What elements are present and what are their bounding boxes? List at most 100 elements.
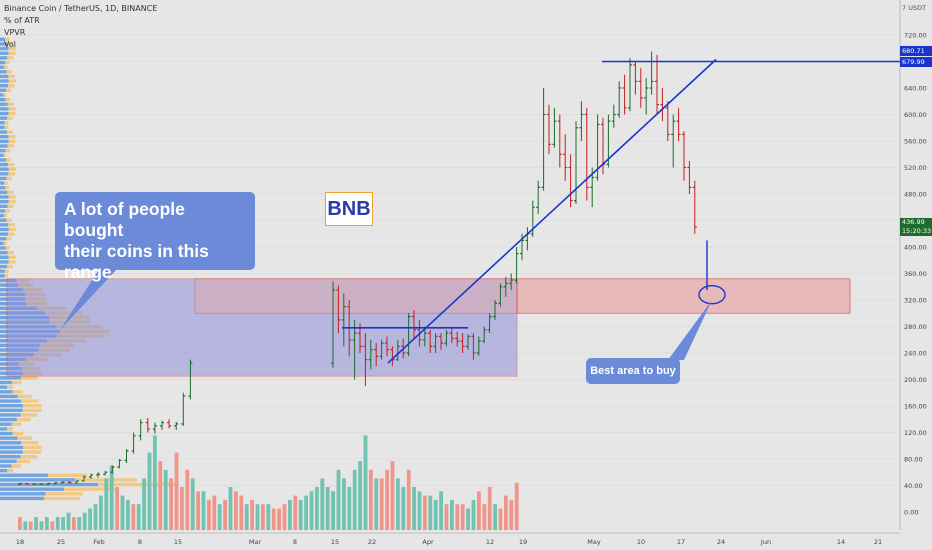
volume-bar: [180, 487, 184, 530]
vpvr-bar: [0, 274, 5, 278]
vpvr-bar: [0, 473, 48, 477]
vpvr-bar: [0, 422, 12, 426]
drawn-lines: [342, 58, 900, 364]
price-axis[interactable]: 0.00 40.00 80.00 120.00 160.00 200.00 240.00 28…: [899, 0, 927, 530]
indicator-vol[interactable]: Vol: [4, 40, 16, 49]
callout-best-area: Best area to buy: [586, 358, 680, 384]
x-tick-label: 17: [677, 538, 685, 546]
vpvr-bar: [7, 42, 14, 46]
vpvr-bar: [0, 144, 8, 148]
volume-bar: [250, 499, 254, 530]
volume-bar: [309, 491, 314, 530]
target-circle: [698, 285, 726, 305]
current-price-tag: 436.99: [900, 218, 932, 227]
x-tick-label: 8: [138, 538, 142, 546]
vpvr-bar: [7, 250, 14, 255]
volume-bar: [190, 478, 195, 530]
vpvr-bar: [11, 380, 22, 385]
volume-bar: [385, 469, 389, 530]
vpvr-bar: [0, 186, 6, 190]
vpvr-bar: [3, 93, 7, 97]
volume-bar: [66, 512, 71, 530]
volume-bar: [460, 504, 465, 530]
vpvr-bar: [0, 223, 9, 227]
vpvr-bar: [16, 459, 31, 464]
vpvr-bar: [0, 139, 9, 144]
volume-bar: [255, 504, 260, 530]
vpvr-bar: [0, 246, 6, 250]
vpvr-bar: [20, 413, 38, 417]
volume-bar: [174, 452, 179, 530]
vpvr-bar: [7, 56, 14, 60]
vpvr-bar: [8, 111, 16, 116]
vpvr-bar: [6, 218, 12, 222]
x-tick-label: 22: [368, 538, 376, 546]
volume-bar: [412, 487, 416, 530]
vpvr-bar: [0, 209, 6, 213]
vpvr-bar: [0, 107, 9, 111]
volume-bar: [104, 478, 109, 530]
vpvr-bar: [8, 232, 15, 236]
vpvr-bar: [0, 380, 12, 385]
volume-bar: [428, 495, 433, 530]
vpvr-bar: [0, 88, 7, 93]
time-axis[interactable]: 18 25 Feb 8 15 Mar 8 15 22 Apr 12 19 May 10 17 24 Jun 14 2…: [0, 532, 900, 546]
volume-bar: [45, 517, 49, 530]
volume-bar: [315, 487, 319, 530]
vpvr-bar: [0, 455, 21, 459]
volume-bar: [99, 495, 103, 530]
indicator-vpvr[interactable]: VPVR: [4, 28, 26, 37]
vpvr-bar: [0, 255, 9, 259]
vpvr-bar: [5, 97, 11, 102]
volume-bar: [325, 487, 330, 530]
volume-bar: [23, 521, 28, 530]
bnb-logo-label: BNB: [325, 192, 373, 226]
vpvr-bar: [0, 153, 4, 157]
volume-bar: [471, 499, 476, 530]
volume-bar: [293, 495, 298, 530]
vpvr-bar: [0, 413, 21, 417]
vpvr-bar: [0, 496, 45, 501]
level-tag-high: 680.71: [900, 46, 932, 56]
x-tick-label: 14: [837, 538, 845, 546]
volume-bar: [498, 508, 503, 530]
vpvr-bar: [0, 399, 22, 403]
vpvr-bar: [8, 223, 15, 227]
vpvr-bar: [22, 450, 42, 454]
vpvr-bar: [0, 492, 46, 496]
vpvr-bar: [4, 65, 8, 69]
callout-bought-range: A lot of people bought their coins in th…: [55, 192, 255, 282]
vpvr-bar: [5, 60, 10, 65]
vpvr-bar: [6, 158, 12, 162]
indicator-atr[interactable]: % of ATR: [4, 16, 40, 25]
vpvr-bar: [6, 130, 13, 134]
x-tick-label: Mar: [249, 538, 262, 546]
volume-bar: [50, 521, 55, 530]
volume-bar: [509, 499, 514, 530]
vpvr-bar: [3, 213, 8, 218]
volume-bar: [358, 461, 362, 530]
vpvr-bar: [47, 473, 88, 477]
volume-bar: [439, 491, 443, 530]
volume-bar: [136, 504, 141, 530]
vpvr-bar: [0, 464, 12, 468]
vpvr-bar: [8, 167, 16, 171]
x-tick-label: 15: [174, 538, 182, 546]
volume-bar: [487, 487, 492, 530]
vpvr-bar: [16, 417, 31, 422]
vpvr-bar: [0, 427, 8, 431]
volume-bar: [93, 504, 98, 530]
vpvr-bar: [0, 468, 8, 473]
vpvr-bar: [11, 422, 22, 426]
volume-bar: [433, 499, 438, 530]
vpvr-bar: [20, 455, 38, 459]
vpvr-bar: [5, 186, 10, 190]
x-tick-label: Feb: [93, 538, 105, 546]
vpvr-bar: [0, 404, 23, 408]
y-tick-label: 320.00: [904, 297, 927, 305]
volume-bar: [271, 508, 276, 530]
vpvr-bar: [8, 172, 16, 176]
volume-bar: [363, 435, 368, 530]
vpvr-bar: [0, 51, 9, 55]
